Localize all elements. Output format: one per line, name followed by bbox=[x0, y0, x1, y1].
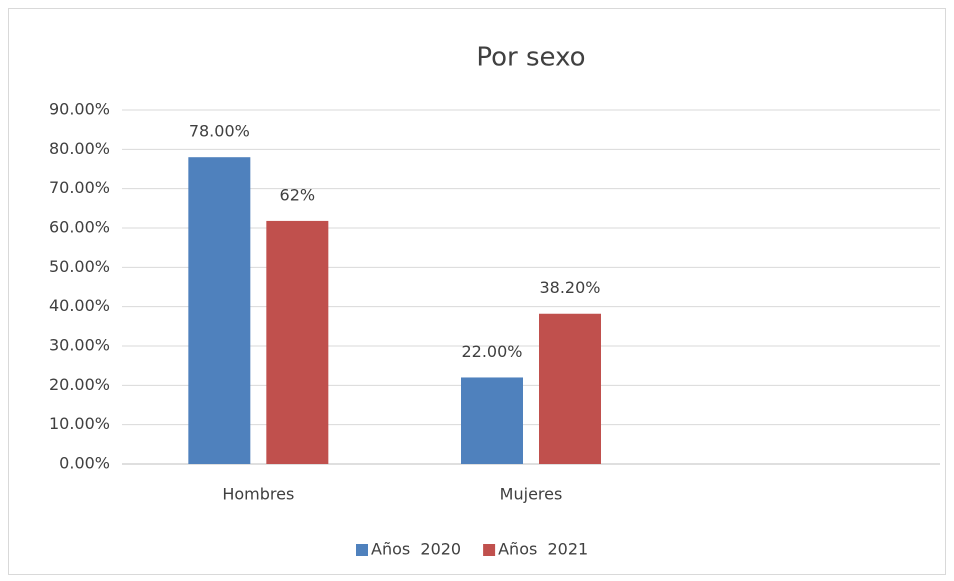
y-tick-label: 30.00% bbox=[49, 336, 110, 355]
y-tick-label: 10.00% bbox=[49, 414, 110, 433]
legend-swatch bbox=[356, 544, 368, 556]
y-tick-label: 50.00% bbox=[49, 257, 110, 276]
y-tick-label: 0.00% bbox=[59, 454, 110, 473]
chart-border bbox=[8, 8, 946, 575]
bar bbox=[539, 313, 601, 464]
y-tick-label: 20.00% bbox=[49, 375, 110, 394]
data-label: 38.20% bbox=[539, 278, 600, 297]
x-tick-label: Mujeres bbox=[500, 485, 563, 504]
y-tick-label: 80.00% bbox=[49, 139, 110, 158]
data-label: 78.00% bbox=[189, 122, 250, 141]
bar bbox=[461, 377, 523, 464]
data-label: 22.00% bbox=[461, 342, 522, 361]
y-tick-label: 60.00% bbox=[49, 218, 110, 237]
y-tick-label: 90.00% bbox=[49, 100, 110, 119]
legend-label: Años 2021 bbox=[498, 540, 588, 559]
x-tick-label: Hombres bbox=[222, 485, 294, 504]
bar bbox=[266, 220, 329, 464]
data-label: 62% bbox=[280, 185, 316, 204]
legend-label: Años 2020 bbox=[371, 540, 461, 559]
bar bbox=[188, 157, 251, 464]
y-tick-label: 40.00% bbox=[49, 296, 110, 315]
chart-title: Por sexo bbox=[476, 43, 585, 73]
y-tick-label: 70.00% bbox=[49, 178, 110, 197]
legend-swatch bbox=[483, 544, 496, 556]
